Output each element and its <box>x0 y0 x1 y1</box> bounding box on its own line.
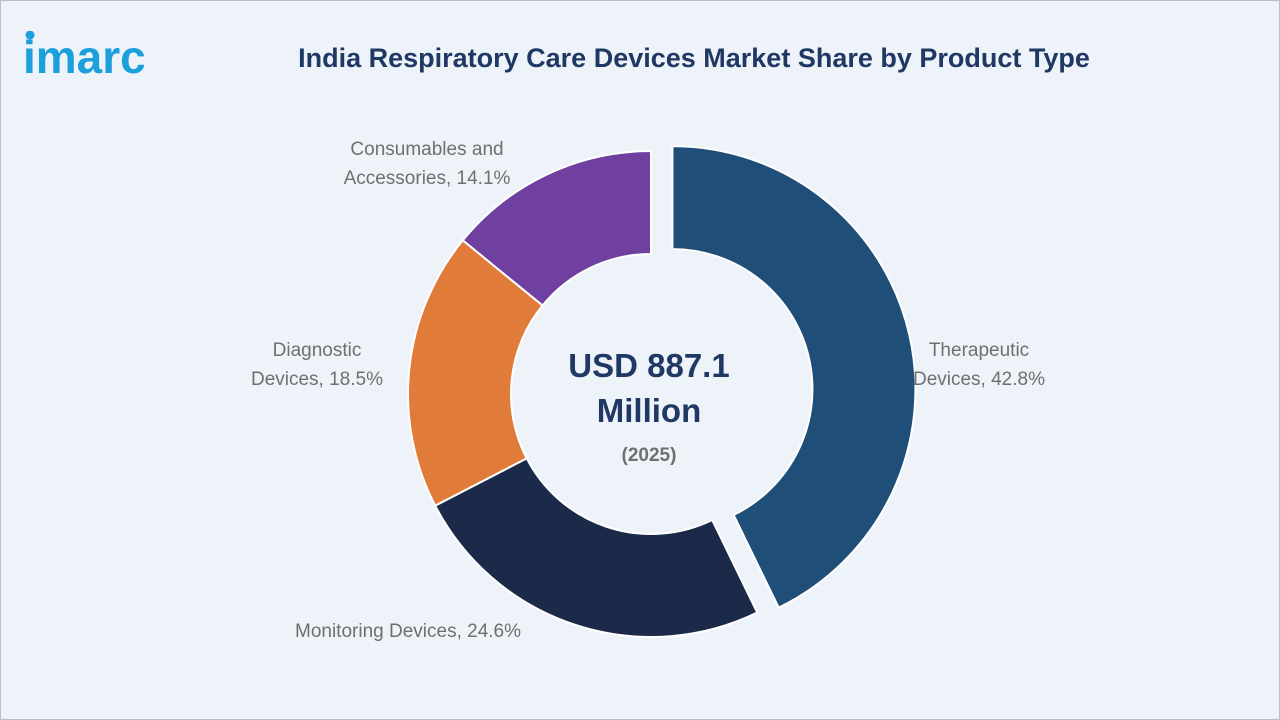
center-unit: Million <box>597 392 701 429</box>
slice-diagnostic-devices <box>407 238 544 508</box>
label-consumables-and-accessories: Consumables and Accessories, 14.1% <box>344 139 511 189</box>
imarc-logo: imarc <box>21 30 211 86</box>
slice-therapeutic-devices <box>671 145 917 609</box>
center-value: USD 887.1 <box>568 347 729 384</box>
slice-labels-group: Therapeutic Devices, 42.8% Monitoring Devi… <box>251 139 1045 642</box>
slices-group <box>407 145 917 638</box>
logo-wordmark: imarc <box>23 30 146 83</box>
center-year: (2025) <box>622 445 677 466</box>
chart-title: India Respiratory Care Devices Market Sh… <box>298 43 1090 73</box>
slice-consumables-and-accessories <box>461 149 652 307</box>
label-therapeutic-devices: Therapeutic Devices, 42.8% <box>913 340 1045 390</box>
label-diagnostic-devices: Diagnostic Devices, 18.5% <box>251 340 383 390</box>
label-monitoring-devices: Monitoring Devices, 24.6% <box>295 621 521 642</box>
slice-monitoring-devices <box>433 456 759 638</box>
svg-text:imarc: imarc <box>23 31 146 81</box>
